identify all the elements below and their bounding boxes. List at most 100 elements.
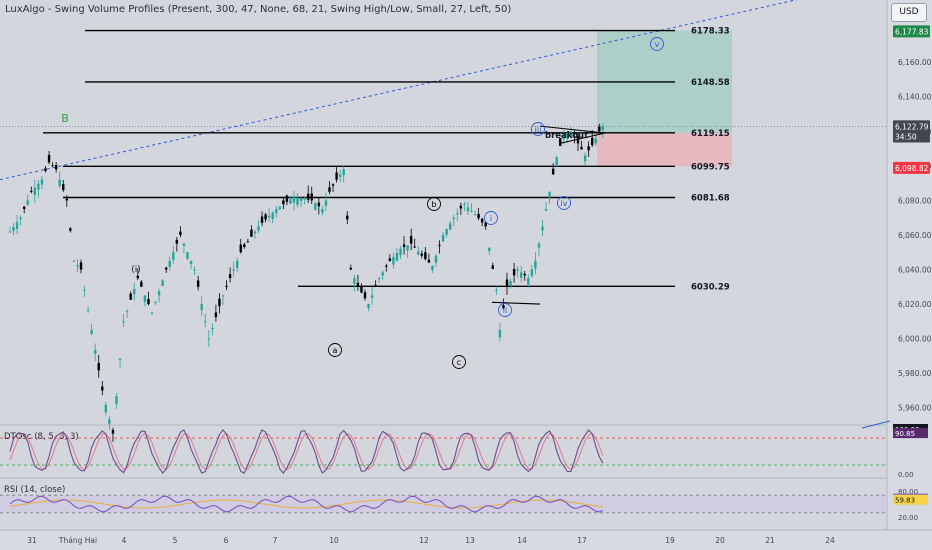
candle-body [104, 404, 108, 413]
candle-body [136, 275, 139, 279]
indicator-title: LuxAlgo - Swing Volume Profiles (Present… [5, 4, 512, 15]
candle-body [544, 209, 548, 211]
candle-body [165, 267, 168, 270]
candle-body [576, 136, 580, 144]
price-tick-label: 5,960.00 [898, 404, 932, 413]
candle-body [541, 226, 544, 231]
candle-body [516, 269, 519, 271]
price-tick-label: 6,020.00 [898, 300, 932, 309]
currency-button[interactable]: USD [891, 3, 927, 22]
wave-label-a-circle [328, 343, 342, 357]
candle-body [154, 301, 157, 303]
candle-body [463, 203, 466, 205]
sub-axis-tick: 80.00 [898, 488, 918, 496]
candle-body [367, 304, 370, 309]
candle-body [591, 137, 594, 146]
candle-body [551, 168, 555, 175]
candle-body [495, 290, 498, 292]
level-label: 6030.29 [691, 282, 730, 292]
wave-label-iv: iv [561, 199, 568, 208]
main-panel-bg [0, 0, 887, 425]
candle-body [250, 229, 253, 237]
candle-body [94, 350, 97, 354]
candle-body [232, 269, 235, 271]
candle-body [65, 198, 68, 201]
candle-body [381, 272, 384, 276]
candle-body [434, 255, 438, 263]
ii-marker-line [491, 301, 541, 305]
wave-label-b-circle [427, 197, 441, 211]
candle-body [392, 256, 395, 265]
candle-body [228, 274, 232, 279]
time-tick-label: 12 [419, 536, 429, 545]
sub-axis-tick: 20.00 [898, 514, 918, 522]
candle-body [51, 165, 54, 167]
candle-body [424, 252, 427, 260]
candle-body [62, 184, 65, 191]
candle-body [101, 386, 104, 391]
candle-body [150, 312, 154, 314]
candle-body [264, 214, 267, 220]
wave-label-i-circle [484, 211, 498, 225]
candle-body [417, 251, 420, 255]
candle-body [282, 200, 285, 205]
time-tick-label: 31 [27, 536, 37, 545]
sub-badge-bg [893, 494, 928, 505]
candle-body [83, 289, 86, 291]
price-tick-label: 6,080.00 [898, 196, 932, 205]
candle-body [406, 245, 409, 251]
level-label: 6099.75 [691, 162, 730, 172]
candle-body [360, 286, 363, 293]
candle-body [58, 179, 61, 187]
candle-body [271, 212, 274, 219]
candle-body [292, 196, 296, 203]
price-tick-label: 6,040.00 [898, 266, 932, 275]
candle-body [79, 262, 83, 270]
time-tick-label: 7 [273, 536, 278, 545]
candle-body [23, 206, 26, 210]
candle-body [491, 265, 494, 269]
price-axis-bg [887, 0, 932, 550]
candle-body [204, 321, 207, 323]
candle-body [140, 281, 143, 287]
candle-body [221, 295, 225, 297]
candle-body [303, 199, 306, 201]
candle-body [548, 191, 551, 198]
candle-body [324, 200, 328, 206]
price-tick-label: 6,160.00 [898, 58, 932, 67]
candle-body [207, 338, 210, 340]
wave-label-B: B [61, 112, 69, 125]
price-badge-bg [893, 130, 930, 143]
candle-body [257, 226, 260, 231]
candle-body [520, 272, 523, 278]
level-label: 6081.68 [691, 194, 730, 204]
osc-main-line [9, 428, 604, 475]
wave-label-c: c [457, 358, 461, 367]
candle-body [15, 222, 19, 229]
osc-main-line [9, 495, 604, 513]
candle-body [370, 295, 374, 298]
wave-label-iii-circle [531, 122, 545, 136]
candle-body [115, 396, 118, 404]
sub-badge-label: 90.85 [895, 430, 915, 438]
breakout-label: breakout [545, 131, 588, 141]
candle-body [530, 269, 534, 276]
osc-signal-line [9, 432, 604, 471]
candle-body [33, 187, 37, 195]
candle-body [108, 419, 111, 424]
price-tick-label: 6,060.00 [898, 231, 932, 240]
candle-body [537, 243, 541, 248]
candle-body [395, 252, 399, 261]
candle-body [583, 155, 587, 162]
candle-body [363, 292, 367, 299]
candle-body [172, 252, 175, 260]
candle-body [26, 200, 29, 205]
candle-body [445, 229, 448, 235]
candle-body [438, 244, 441, 246]
candle-body [12, 226, 15, 231]
trend-line-tail [861, 420, 891, 429]
candle-body [353, 278, 356, 284]
candle-body [452, 217, 455, 220]
candle-body [69, 228, 72, 231]
